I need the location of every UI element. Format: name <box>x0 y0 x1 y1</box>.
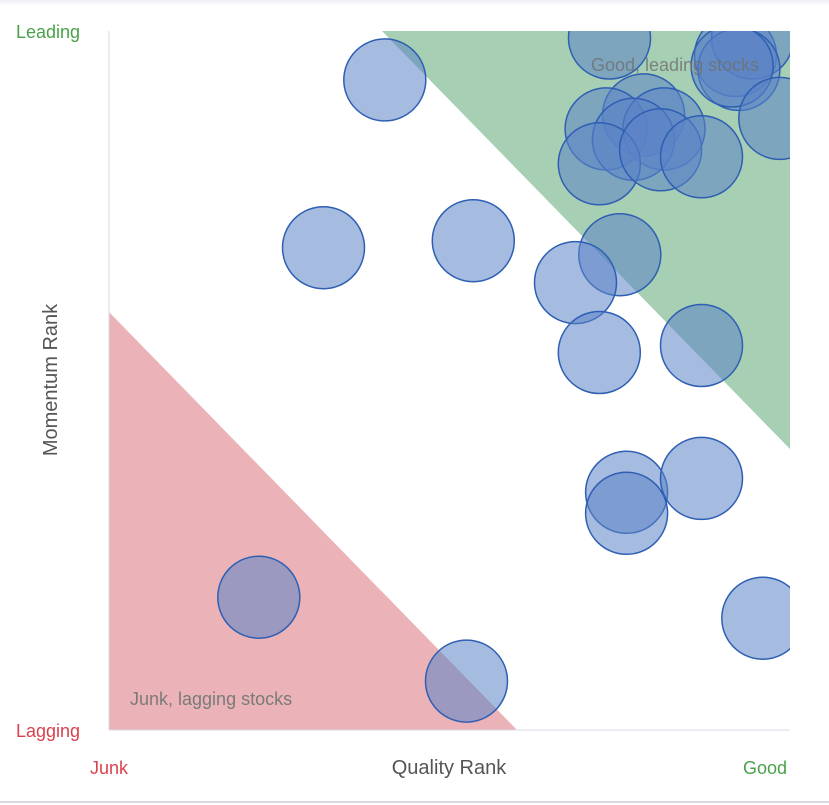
data-point-22 <box>659 436 744 521</box>
data-point-2 <box>567 31 652 80</box>
data-point-16 <box>431 198 516 283</box>
data-point-14 <box>659 115 744 199</box>
leading-annotation: Good, leading stocks <box>591 55 759 75</box>
x-tick-label-low: Junk <box>90 758 129 778</box>
x-tick-label-high: Good <box>743 758 787 778</box>
lagging-annotation: Junk, lagging stocks <box>130 689 292 709</box>
bottom-rule <box>0 801 829 803</box>
data-point-24 <box>721 576 790 660</box>
data-point-26 <box>424 639 509 723</box>
x-axis-title: Quality Rank <box>392 757 507 779</box>
y-axis-title: Momentum Rank <box>40 303 62 456</box>
data-point-15 <box>281 205 366 290</box>
data-point-1 <box>343 38 427 122</box>
points-layer <box>217 31 790 723</box>
data-point-19 <box>557 310 642 395</box>
top-shadow <box>0 0 829 6</box>
data-point-20 <box>659 303 744 388</box>
data-point-23 <box>584 471 669 556</box>
data-point-7 <box>738 76 790 161</box>
y-tick-label-high: Leading <box>16 22 80 42</box>
data-point-25 <box>217 555 301 639</box>
lagging-zone <box>109 312 517 730</box>
y-tick-label-low: Lagging <box>16 721 80 741</box>
